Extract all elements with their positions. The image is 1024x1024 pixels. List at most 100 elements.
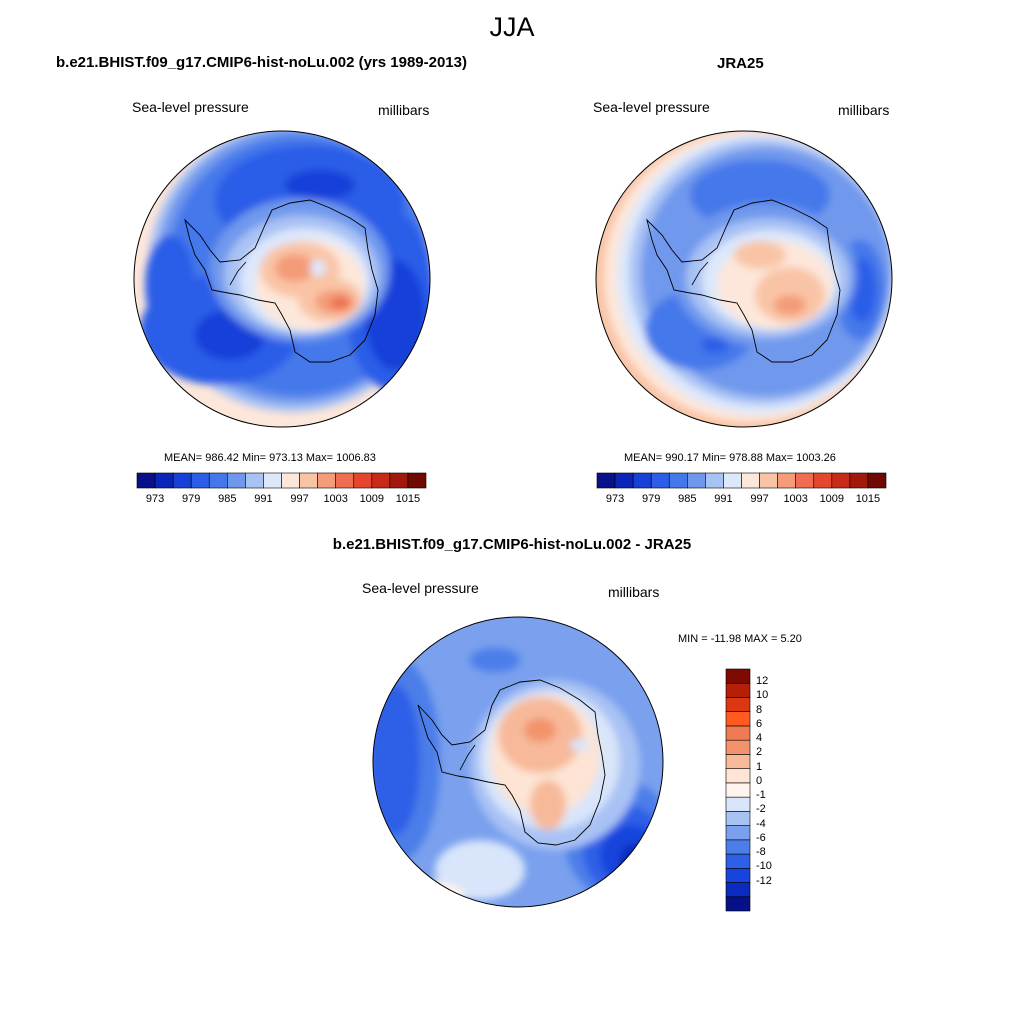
colorbar-box <box>867 472 887 489</box>
colorbar-box <box>154 472 174 489</box>
colorbar-tick-label: 985 <box>678 493 697 505</box>
colorbar-tick-label: -4 <box>756 817 766 830</box>
colorbar-tick-label: 979 <box>642 493 661 505</box>
colorbar-box <box>813 472 833 489</box>
colorbar-box <box>632 472 652 489</box>
colorbar-box <box>371 472 391 489</box>
panel3-stats: MIN = -11.98 MAX = 5.20 <box>678 633 802 645</box>
colorbar-box <box>741 472 760 489</box>
colorbar-box <box>687 472 706 489</box>
colorbar-box <box>725 882 751 898</box>
colorbar-box <box>759 472 778 489</box>
colorbar-box <box>725 754 751 769</box>
colorbar-tick-label: 1003 <box>323 493 348 505</box>
panel1-stats: MEAN= 986.42 Min= 973.13 Max= 1006.83 <box>164 452 376 464</box>
colorbar-box <box>668 472 688 489</box>
panel2-title: JRA25 <box>717 55 764 72</box>
colorbar-box <box>725 811 751 826</box>
colorbar-box <box>614 472 634 489</box>
panel1-colorbar <box>136 472 427 489</box>
map-panel2-border <box>595 130 893 428</box>
colorbar-box <box>725 782 751 798</box>
colorbar-tick-label: 1015 <box>395 493 421 505</box>
colorbar-box <box>725 697 751 713</box>
colorbar-tick-label: 2 <box>756 746 763 759</box>
panel3-units-label: millibars <box>608 584 660 600</box>
colorbar-box <box>725 896 751 912</box>
colorbar-box <box>725 825 751 841</box>
colorbar-box <box>725 739 751 755</box>
colorbar-tick-label: 10 <box>756 689 769 702</box>
colorbar-tick-label: 997 <box>290 493 309 505</box>
colorbar-box <box>725 839 751 855</box>
panel3-title: b.e21.BHIST.f09_g17.CMIP6-hist-noLu.002 … <box>332 536 692 553</box>
map-panel3-border <box>372 616 664 908</box>
panel2-variable-label: Sea-level pressure <box>593 99 710 115</box>
colorbar-tick-label: -10 <box>756 860 772 873</box>
colorbar-box <box>136 472 156 489</box>
colorbar-tick-label: 979 <box>182 493 201 505</box>
colorbar-box <box>227 472 246 489</box>
colorbar-tick-label: -1 <box>756 789 766 802</box>
colorbar-box <box>725 768 751 784</box>
colorbar-tick-label: 4 <box>756 732 763 745</box>
colorbar-box <box>172 472 192 489</box>
colorbar-box <box>353 472 373 489</box>
colorbar-box <box>263 472 282 489</box>
colorbar-box <box>725 682 751 698</box>
colorbar-box <box>596 472 616 489</box>
panel2-units-label: millibars <box>838 102 890 118</box>
colorbar-box <box>705 472 724 489</box>
colorbar-tick-label: 1015 <box>855 493 881 505</box>
colorbar-box <box>335 472 355 489</box>
colorbar-box <box>208 472 228 489</box>
colorbar-box <box>317 472 336 489</box>
colorbar-tick-label: -6 <box>756 831 766 844</box>
panel1-title: b.e21.BHIST.f09_g17.CMIP6-hist-noLu.002 … <box>56 54 467 71</box>
colorbar-tick-label: 997 <box>750 493 769 505</box>
panel3-colorbar <box>725 668 751 912</box>
colorbar-tick-label: -2 <box>756 803 766 816</box>
colorbar-box <box>725 725 751 741</box>
colorbar-tick-label: 1009 <box>359 493 385 505</box>
panel1-variable-label: Sea-level pressure <box>132 99 249 115</box>
colorbar-tick-label: 1 <box>756 760 763 773</box>
colorbar-box <box>389 472 409 489</box>
colorbar-tick-label: 991 <box>714 493 733 505</box>
colorbar-tick-label: 1003 <box>783 493 808 505</box>
colorbar-box <box>725 853 751 869</box>
colorbar-tick-label: 991 <box>254 493 273 505</box>
colorbar-tick-label: 973 <box>605 493 625 505</box>
colorbar-tick-label: 12 <box>756 675 769 688</box>
colorbar-tick-label: 1009 <box>819 493 845 505</box>
colorbar-tick-label: 6 <box>756 717 763 730</box>
colorbar-box <box>407 472 427 489</box>
map-panel3 <box>373 617 663 907</box>
colorbar-box <box>723 472 742 489</box>
colorbar-tick-label: -8 <box>756 846 766 859</box>
panel3-variable-label: Sea-level pressure <box>362 580 479 596</box>
colorbar-box <box>190 472 210 489</box>
colorbar-box <box>725 668 751 684</box>
colorbar-tick-label: 973 <box>145 493 165 505</box>
map-panel1 <box>134 131 430 427</box>
panel2-colorbar <box>596 472 887 489</box>
colorbar-box <box>725 711 751 727</box>
colorbar-box <box>725 796 751 812</box>
figure-title: JJA <box>489 12 535 42</box>
colorbar-box <box>777 472 796 489</box>
colorbar-box <box>795 472 815 489</box>
colorbar-box <box>725 867 751 883</box>
colorbar-tick-label: 985 <box>218 493 237 505</box>
colorbar-box <box>650 472 670 489</box>
colorbar-box <box>831 472 851 489</box>
colorbar-tick-label: -12 <box>756 874 772 887</box>
colorbar-box <box>281 472 300 489</box>
panel1-units-label: millibars <box>378 102 430 118</box>
colorbar-box <box>299 472 318 489</box>
map-panel2 <box>596 131 892 427</box>
colorbar-tick-label: 8 <box>756 703 763 716</box>
map-panel1-border <box>133 130 431 428</box>
colorbar-box <box>245 472 264 489</box>
